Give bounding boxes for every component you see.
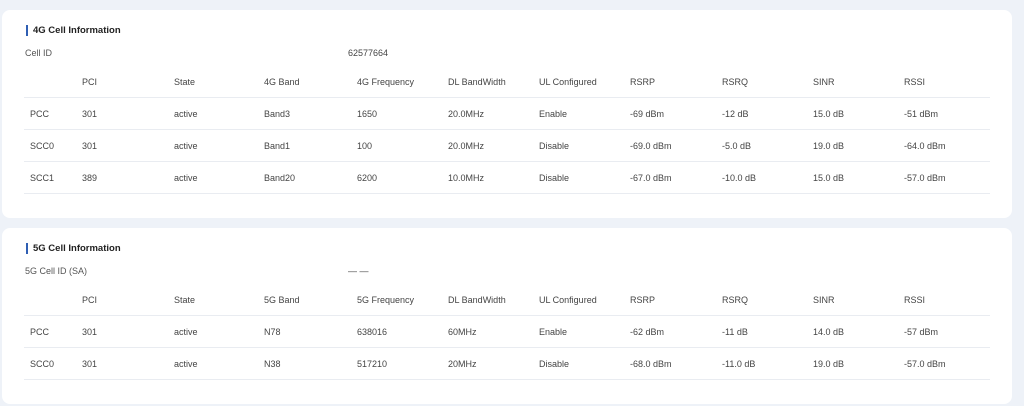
column-header — [24, 284, 76, 316]
table-cell: N38 — [258, 347, 351, 380]
column-header: 5G Frequency — [357, 294, 415, 305]
table-cell: -57.0 dBm — [898, 347, 990, 380]
table-cell: 20MHz — [442, 347, 533, 380]
table-row: SCC1 389 active Band20 6200 10.0MHz Disable -67… — [24, 161, 990, 194]
table-cell: SCC0 — [24, 129, 76, 162]
table-cell: -5.0 dB — [716, 129, 807, 162]
table-cell: -11.0 dB — [716, 347, 807, 380]
table-cell: active — [168, 97, 258, 130]
column-header: 4G Band — [264, 76, 300, 87]
table-cell: PCC — [24, 97, 76, 130]
table-cell: active — [168, 161, 258, 194]
table-row: PCC 301 active Band3 1650 20.0MHz Enable -69 dB… — [24, 97, 990, 130]
table-cell: -10.0 dB — [716, 161, 807, 194]
table-cell: 20.0MHz — [442, 129, 533, 162]
table-cell: Band1 — [258, 129, 351, 162]
table-cell: Band3 — [258, 97, 351, 130]
table-cell: 638016 — [351, 315, 442, 348]
table-cell: active — [168, 129, 258, 162]
table-cell: Band20 — [258, 161, 351, 194]
table-cell: 301 — [76, 129, 168, 162]
table-cell: Enable — [533, 315, 624, 348]
table-cell: 15.0 dB — [807, 97, 898, 130]
column-header: UL Configured — [539, 76, 597, 87]
table-cell: 1650 — [351, 97, 442, 130]
column-header — [24, 66, 76, 98]
section-title: 5G Cell Information — [26, 243, 121, 254]
4g-cell-info-card: 4G Cell Information Cell ID 62577664 PCI… — [2, 10, 1012, 218]
table-cell: 301 — [76, 347, 168, 380]
table-cell: 301 — [76, 315, 168, 348]
table-cell: active — [168, 347, 258, 380]
table-cell: -12 dB — [716, 97, 807, 130]
table-cell: 517210 — [351, 347, 442, 380]
table-cell: N78 — [258, 315, 351, 348]
column-header: RSSI — [904, 76, 926, 87]
table-cell: Enable — [533, 97, 624, 130]
table-cell: 19.0 dB — [807, 129, 898, 162]
column-header: 5G Band — [264, 294, 300, 305]
5g-cell-info-card: 5G Cell Information 5G Cell ID (SA) — — … — [2, 228, 1012, 404]
table-cell: SCC1 — [24, 161, 76, 194]
column-header: PCI — [82, 76, 98, 87]
table-cell: 14.0 dB — [807, 315, 898, 348]
table-row: SCC0 301 active Band1 100 20.0MHz Disable -69.0… — [24, 129, 990, 162]
table-cell: 19.0 dB — [807, 347, 898, 380]
table-cell: PCC — [24, 315, 76, 348]
table-header-row: PCI State 5G Band 5G Frequency DL BandWidth U… — [24, 284, 990, 316]
table-cell: -57 dBm — [898, 315, 990, 348]
table-cell: -69 dBm — [624, 97, 716, 130]
cell-id-value: — — — [348, 266, 369, 276]
5g-cell-table: PCI State 5G Band 5G Frequency DL BandWidth U… — [24, 284, 990, 380]
table-row: SCC0 301 active N38 517210 20MHz Disable -68.0 … — [24, 347, 990, 380]
cell-id-value: 62577664 — [348, 48, 389, 58]
column-header: RSRQ — [722, 294, 749, 305]
cell-id-label: 5G Cell ID (SA) — [25, 266, 88, 276]
table-cell: 6200 — [351, 161, 442, 194]
table-cell: -51 dBm — [898, 97, 990, 130]
table-cell: -69.0 dBm — [624, 129, 716, 162]
table-cell: 301 — [76, 97, 168, 130]
table-cell: SCC0 — [24, 347, 76, 380]
table-header-row: PCI State 4G Band 4G Frequency DL BandWidth U… — [24, 66, 990, 98]
table-cell: -67.0 dBm — [624, 161, 716, 194]
cell-id-label: Cell ID — [25, 48, 53, 58]
table-cell: 60MHz — [442, 315, 533, 348]
table-cell: Disable — [533, 347, 624, 380]
table-cell: 20.0MHz — [442, 97, 533, 130]
column-header: UL Configured — [539, 294, 597, 305]
table-cell: -68.0 dBm — [624, 347, 716, 380]
table-row: PCC 301 active N78 638016 60MHz Enable -62 dBm -… — [24, 315, 990, 348]
column-header: DL BandWidth — [448, 76, 506, 87]
table-cell: -11 dB — [716, 315, 807, 348]
section-title: 4G Cell Information — [26, 25, 121, 36]
column-header: DL BandWidth — [448, 294, 506, 305]
column-header: SINR — [813, 76, 835, 87]
column-header: RSRP — [630, 294, 656, 305]
table-cell: 10.0MHz — [442, 161, 533, 194]
table-cell: 100 — [351, 129, 442, 162]
table-cell: 15.0 dB — [807, 161, 898, 194]
table-cell: -57.0 dBm — [898, 161, 990, 194]
column-header: State — [174, 294, 196, 305]
column-header: State — [174, 76, 196, 87]
column-header: RSSI — [904, 294, 926, 305]
column-header: SINR — [813, 294, 835, 305]
table-cell: 389 — [76, 161, 168, 194]
table-cell: active — [168, 315, 258, 348]
table-cell: Disable — [533, 129, 624, 162]
column-header: RSRP — [630, 76, 656, 87]
table-cell: -62 dBm — [624, 315, 716, 348]
4g-cell-table: PCI State 4G Band 4G Frequency DL BandWidth U… — [24, 66, 990, 194]
column-header: 4G Frequency — [357, 76, 415, 87]
column-header: RSRQ — [722, 76, 749, 87]
column-header: PCI — [82, 294, 98, 305]
table-cell: -64.0 dBm — [898, 129, 990, 162]
table-cell: Disable — [533, 161, 624, 194]
